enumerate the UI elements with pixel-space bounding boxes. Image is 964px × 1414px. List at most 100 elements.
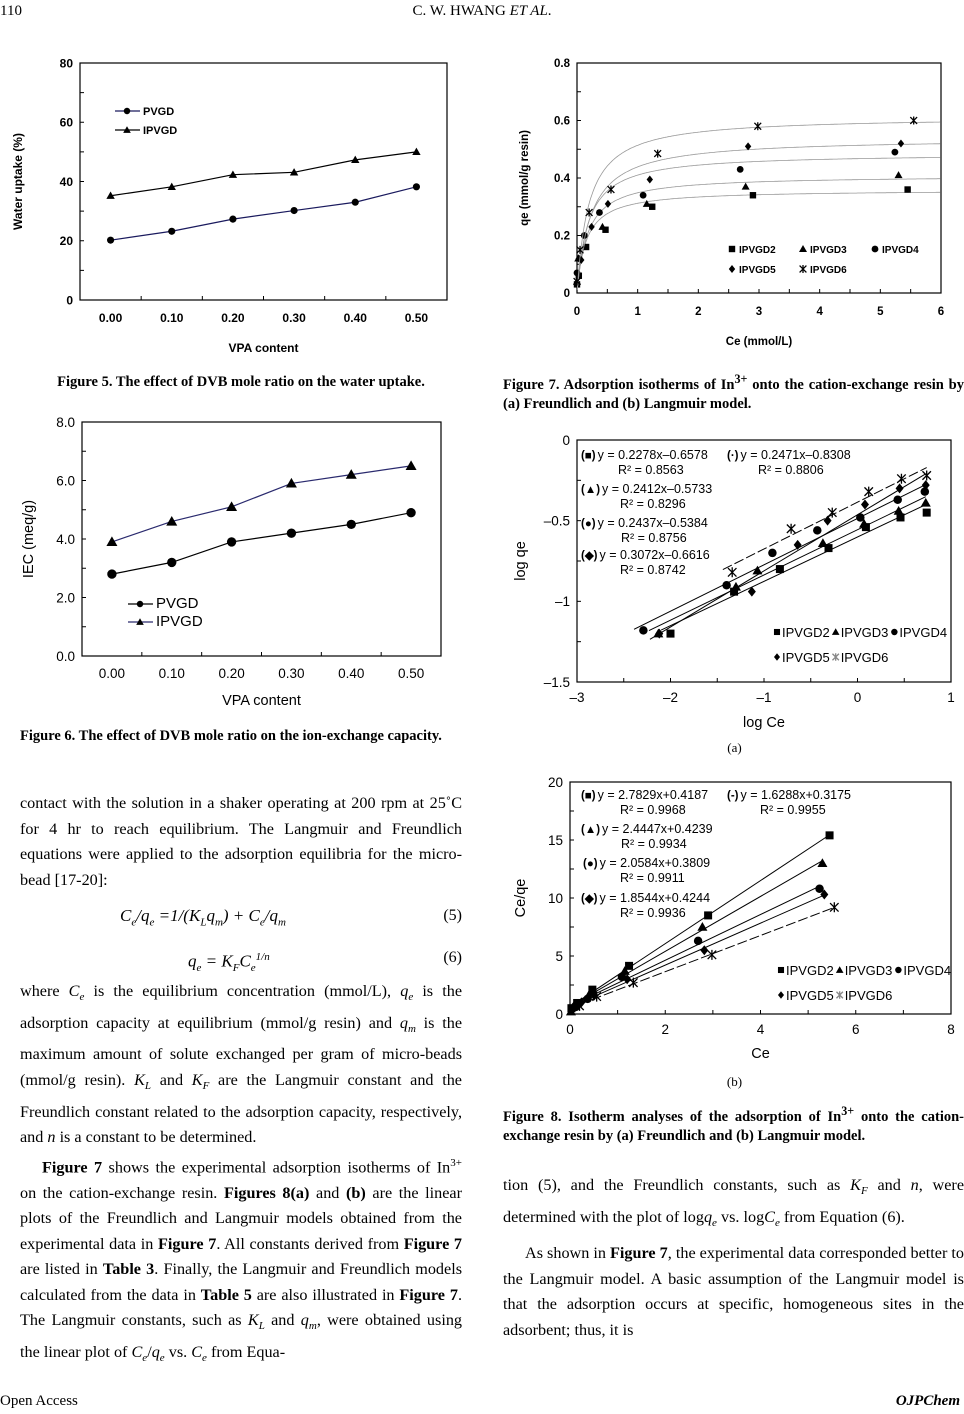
- data-point: [585, 208, 593, 217]
- x-tick-label: 0.40: [338, 666, 364, 681]
- data-point: [565, 1006, 576, 1016]
- x-tick-label: 0: [574, 306, 580, 318]
- legend-label: IPVGD3: [845, 963, 893, 978]
- legend-square-icon: [777, 966, 785, 974]
- legend-label: IPVGD3: [810, 245, 847, 256]
- r-squared-text: R² = 0.8756: [621, 531, 687, 545]
- series-ipvgd: [106, 460, 417, 547]
- y-axis-title: log qe: [513, 541, 529, 581]
- regression-line: [649, 473, 927, 640]
- x-axis-title: VPA content: [222, 693, 301, 709]
- legend-label: IPVGD5: [739, 265, 776, 276]
- x-tick-label: 0.20: [218, 666, 244, 681]
- langmuir-fit-curve: [576, 178, 941, 290]
- y-tick-label: 2.0: [56, 590, 75, 605]
- legend-circle-icon: [136, 600, 144, 608]
- langmuir-fit-curve: [576, 157, 941, 290]
- data-point: [286, 528, 297, 538]
- y-axis-title: qe (mmol/g resin): [519, 130, 531, 226]
- data-point: [289, 168, 299, 176]
- x-tick-label: 0.30: [282, 311, 306, 325]
- data-point: [820, 889, 829, 900]
- series-ipvgd6: [722, 467, 932, 578]
- data-point: [896, 513, 905, 522]
- y-tick-label: 4.0: [56, 532, 75, 547]
- r-squared-text: R² = 0.9934: [621, 837, 687, 851]
- y-tick-label: 80: [60, 56, 74, 70]
- footer-journal: OJPChem: [895, 1393, 960, 1409]
- data-point: [107, 569, 117, 579]
- x-tick-label: 0: [854, 690, 862, 705]
- legend-label: IPVGD: [143, 125, 177, 137]
- data-point: [582, 243, 590, 251]
- data-point: [574, 1000, 585, 1011]
- equation-series-symbol: (·): [727, 450, 739, 462]
- legend-triangle-icon: [799, 245, 807, 252]
- regression-line: [660, 503, 927, 631]
- y-tick-label: –1: [555, 594, 570, 609]
- series-pvgd: [107, 508, 416, 579]
- data-point: [168, 227, 176, 235]
- regression-line: [633, 484, 926, 630]
- data-point: [655, 628, 664, 639]
- r-squared-text: R² = 0.9911: [620, 871, 685, 885]
- legend-asterisk-icon: [831, 653, 840, 661]
- data-point: [573, 277, 581, 286]
- y-tick-label: 0: [555, 1007, 563, 1022]
- figure-5-caption: Figure 5. The effect of DVB mole ratio o…: [57, 374, 425, 390]
- x-tick-label: 0: [566, 1022, 574, 1037]
- x-tick-label: –2: [663, 690, 678, 705]
- data-point: [895, 483, 904, 494]
- data-point: [768, 548, 777, 558]
- data-point: [346, 519, 356, 530]
- equation-5-formula: Ce/qe =1/(KLqm) + Ce/qm: [120, 906, 286, 929]
- figure-7-caption: Figure 7. Adsorption isotherms of In3+ o…: [503, 372, 964, 412]
- x-axis-title: Ce: [751, 1046, 770, 1062]
- legend-triangle-icon: [136, 618, 144, 625]
- regression-line: [648, 496, 926, 631]
- r-squared-text: R² = 0.8742: [620, 563, 686, 577]
- data-point: [229, 215, 237, 223]
- x-tick-label: –1: [756, 690, 771, 705]
- data-point: [859, 518, 870, 528]
- legend-diamond-icon: [777, 991, 785, 999]
- data-point: [864, 486, 874, 497]
- legend-label: PVGD: [156, 595, 199, 612]
- y-tick-label: 20: [60, 234, 74, 248]
- legend-diamond-icon: [728, 265, 736, 273]
- legend-label: IPVGD6: [810, 265, 847, 276]
- data-point: [693, 936, 703, 946]
- figure-8-caption: Figure 8. Isotherm analyses of the adsor…: [503, 1104, 964, 1144]
- y-tick-label: 0.2: [554, 231, 570, 243]
- data-point: [697, 922, 708, 931]
- x-tick-label: 0.20: [221, 311, 245, 325]
- data-point: [107, 236, 115, 244]
- data-point: [752, 565, 763, 575]
- data-point: [793, 539, 802, 550]
- plot-frame: [79, 62, 448, 301]
- x-tick-label: 2: [695, 306, 701, 318]
- r-squared-text: R² = 0.9968: [620, 803, 686, 817]
- x-tick-label: 0.00: [99, 311, 123, 325]
- data-point: [704, 911, 713, 920]
- y-axis-title: Water uptake (%): [11, 133, 25, 230]
- series-ipvgd4: [633, 484, 930, 635]
- equation-text: y = 1.8544x+0.4244: [600, 891, 711, 905]
- x-tick-label: 6: [938, 306, 944, 318]
- legend-circle-icon: [895, 966, 902, 974]
- equation-text: y = 2.7829x+0.4187: [598, 788, 709, 802]
- legend-label: IPVGD6: [841, 650, 889, 665]
- equation-text: y = 2.0584x+0.3809: [600, 856, 711, 870]
- x-tick-label: 0.50: [398, 666, 424, 681]
- r-squared-text: R² = 0.8806: [758, 463, 824, 477]
- plot-frame: [576, 62, 942, 294]
- figure-6-chart: 0.0 2.0 4.0 6.0 8.0 0.00 0.10 0.20 0.30 0.40 0.50 V…: [21, 415, 442, 709]
